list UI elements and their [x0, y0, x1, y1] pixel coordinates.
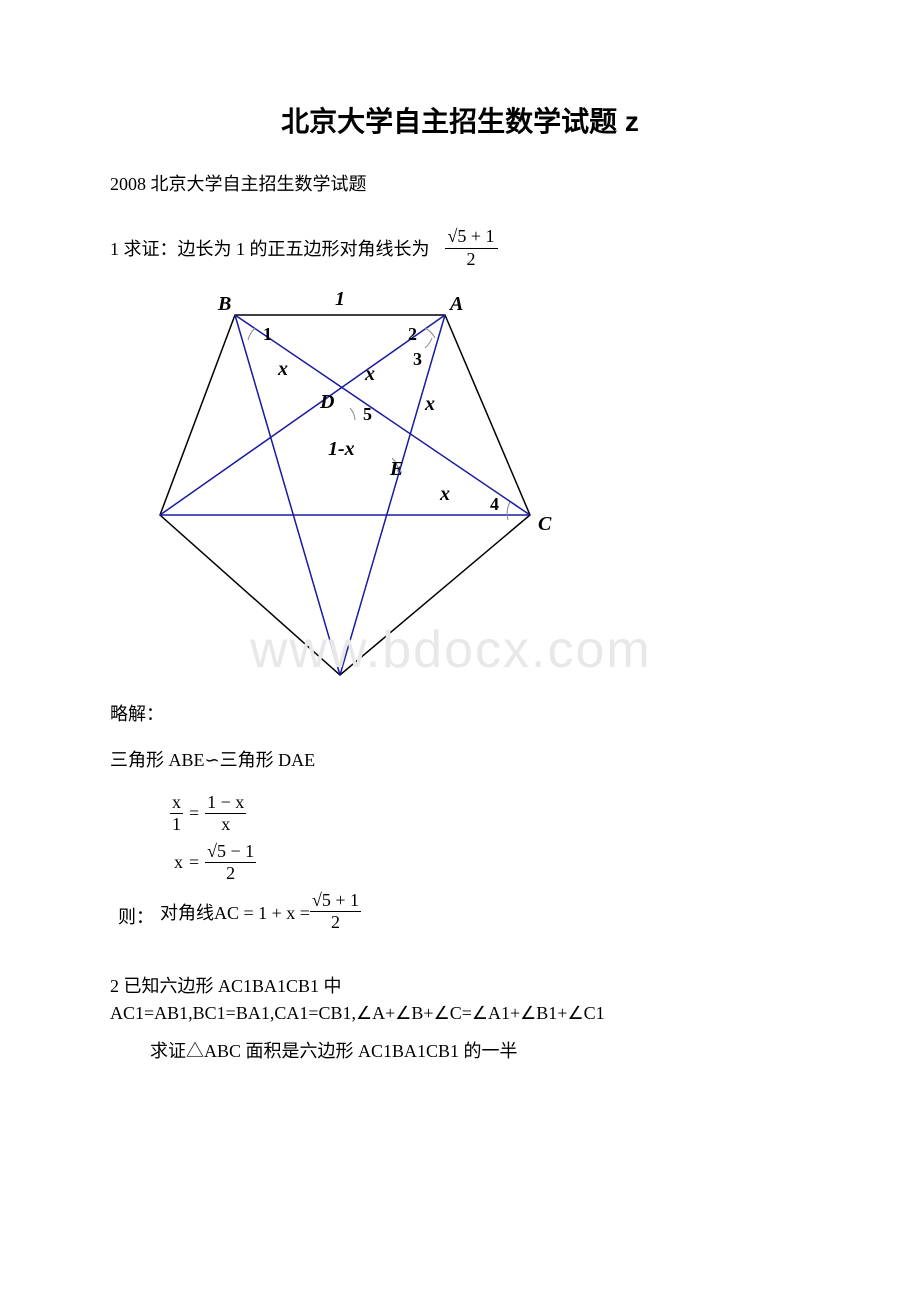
label-A: A — [448, 293, 463, 315]
eq1-rhs-den: x — [219, 814, 232, 835]
eq3: 则： 对角线AC = 1 + x = √5 + 1 2 — [118, 890, 810, 933]
label-x-bd: x — [277, 358, 288, 380]
eq2-rhs-num: √5 − 1 — [205, 841, 256, 863]
eq2-rhs: √5 − 1 2 — [205, 841, 256, 884]
arc-a-1 — [425, 328, 435, 338]
problem2-sub: 求证△ABC 面积是六边形 AC1BA1CB1 的一半 — [150, 1037, 810, 1063]
similar-triangles: 三角形 ABE∽三角形 DAE — [110, 746, 810, 772]
eq-equals2: = — [189, 852, 199, 873]
angle-5: 5 — [363, 404, 372, 424]
angle-2: 2 — [408, 324, 417, 344]
label-x-ad: x — [364, 363, 375, 385]
label-1-top: 1 — [335, 288, 345, 310]
label-E: E — [389, 458, 403, 480]
label-x-ec: x — [439, 483, 450, 505]
eq1-lhs-den: 1 — [170, 814, 183, 835]
eq3-rhs-den: 2 — [329, 912, 342, 933]
subtitle: 2008 北京大学自主招生数学试题 — [110, 170, 810, 196]
pentagon-svg: B A C D E 1 x x x 1-x x 1 2 3 4 5 — [150, 280, 570, 690]
angle-3: 3 — [413, 349, 422, 369]
eq1-lhs: x 1 — [170, 792, 183, 835]
pentagon-outline — [160, 315, 530, 675]
problem2: 2 已知六边形 AC1BA1CB1 中 AC1=AB1,BC1=BA1,CA1=… — [110, 973, 810, 1027]
diag-A-bottom — [340, 315, 445, 675]
eq1-rhs-num: 1 − x — [205, 792, 246, 814]
eq2-rhs-den: 2 — [224, 863, 237, 884]
problem1-fraction: √5 + 1 2 — [445, 226, 498, 270]
eq2: x = √5 − 1 2 — [170, 841, 810, 884]
eq3-rhs-num: √5 + 1 — [310, 890, 361, 912]
label-1mx: 1-x — [328, 438, 355, 460]
arc-b — [248, 328, 255, 340]
label-B: B — [217, 293, 231, 315]
angle-1: 1 — [263, 324, 272, 344]
diag-BC — [235, 315, 530, 515]
label-C: C — [538, 513, 552, 535]
problem2-line2: AC1=AB1,BC1=BA1,CA1=CB1,∠A+∠B+∠C=∠A1+∠B1… — [110, 1003, 605, 1023]
arc-c — [507, 502, 510, 520]
eq3-prefix: 对角线AC = 1 + x = — [160, 899, 310, 925]
eq1-lhs-num: x — [170, 792, 183, 814]
eq2-lhs: x — [174, 852, 183, 873]
eq1: x 1 = 1 − x x — [170, 792, 810, 835]
pentagon-diagram: B A C D E 1 x x x 1-x x 1 2 3 4 5 — [150, 280, 570, 690]
eq3-rhs: √5 + 1 2 — [310, 890, 361, 933]
arc-a-2 — [425, 338, 432, 348]
diag-A-left — [160, 315, 445, 515]
arc-d — [350, 408, 355, 420]
fraction-numerator: √5 + 1 — [445, 226, 498, 249]
equations: x 1 = 1 − x x x = √5 − 1 2 则： 对角线AC = 1 … — [170, 792, 810, 933]
problem2-line1: 2 已知六边形 AC1BA1CB1 中 — [110, 976, 342, 996]
label-D: D — [319, 391, 334, 413]
fraction-denominator: 2 — [464, 249, 479, 271]
problem1-text: 1 求证：边长为 1 的正五边形对角线长为 — [110, 235, 430, 261]
eq1-rhs: 1 − x x — [205, 792, 246, 835]
solution-label: 略解： — [110, 700, 810, 726]
label-x-ae: x — [424, 393, 435, 415]
eq-equals: = — [189, 803, 199, 824]
then-label: 则： — [118, 903, 154, 929]
angle-4: 4 — [490, 494, 499, 514]
page-title: 北京大学自主招生数学试题 z — [110, 100, 810, 140]
problem1: 1 求证：边长为 1 的正五边形对角线长为 √5 + 1 2 — [110, 226, 810, 270]
